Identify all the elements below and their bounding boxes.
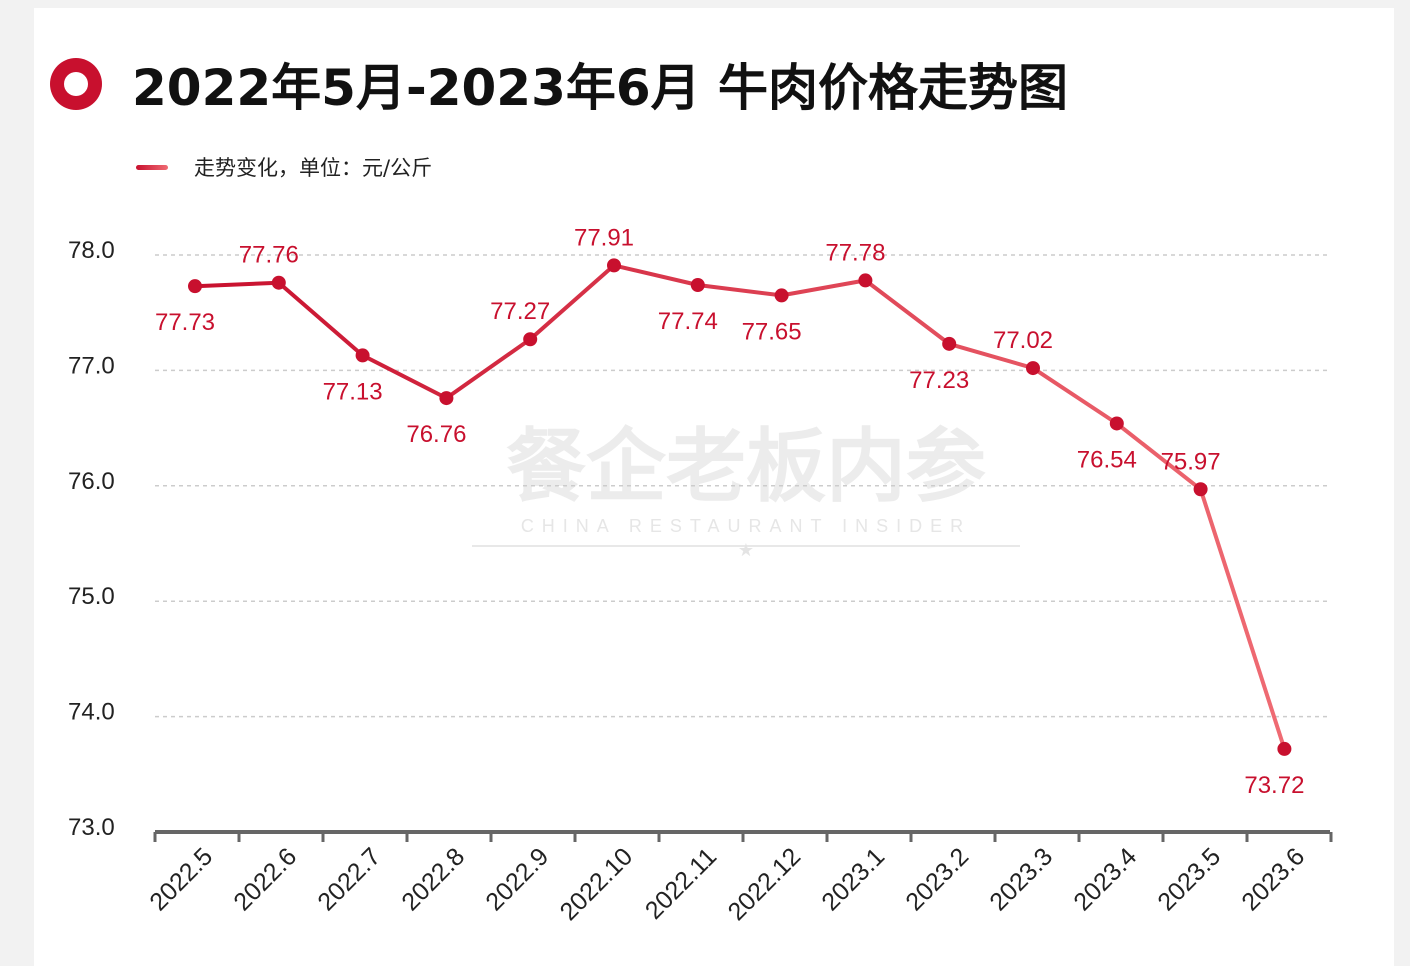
x-tick-label: 2023.1	[816, 842, 890, 916]
data-label: 77.76	[239, 242, 299, 269]
watermark-star-icon: ★	[738, 540, 754, 561]
data-label: 77.91	[574, 224, 634, 251]
data-label: 77.78	[825, 239, 885, 266]
legend-line-icon	[136, 164, 168, 170]
x-tick-label: 2022.6	[228, 842, 302, 916]
legend: 走势变化，单位：元/公斤	[136, 152, 432, 182]
x-tick-label: 2022.9	[480, 842, 554, 916]
legend-label: 走势变化，单位：元/公斤	[194, 156, 433, 180]
data-label: 76.76	[406, 421, 466, 448]
x-tick-label: 2023.6	[1236, 842, 1310, 916]
data-labels: 77.73 77.76 77.13 76.76 77.27 77.91 77.74 77.65…	[155, 224, 1304, 799]
data-label: 77.73	[155, 309, 215, 336]
x-tick-label: 2022.5	[144, 842, 218, 916]
x-tick-label: 2022.11	[640, 842, 722, 924]
data-point	[1026, 361, 1040, 376]
y-tick-label: 78.0	[68, 237, 115, 264]
data-point	[1109, 416, 1124, 431]
watermark-en: CHINA RESTAURANT INSIDER	[521, 516, 971, 536]
x-tick-label: 2023.5	[1152, 842, 1226, 916]
watermark: 餐企老板内参 CHINA RESTAURANT INSIDER ★	[472, 420, 1020, 561]
data-point	[271, 275, 286, 290]
data-point	[858, 273, 873, 288]
series	[188, 258, 1292, 756]
data-point	[607, 258, 621, 273]
y-tick-label: 73.0	[68, 814, 115, 841]
y-axis-ticks: 73.0 74.0 75.0 76.0 77.0 78.0	[68, 237, 115, 841]
x-tick-label: 2022.10	[555, 842, 639, 926]
chart-card	[34, 8, 1394, 966]
data-label: 75.97	[1161, 448, 1221, 475]
x-axis: 2022.5 2022.6 2022.7 2022.8 2022.9 2022.10 202…	[144, 830, 1333, 926]
data-point	[942, 336, 957, 351]
chart-title: 2022年5月-2023年6月 牛肉价格走势图	[132, 59, 1069, 117]
x-tick-label: 2023.2	[900, 842, 974, 916]
data-label: 77.23	[909, 367, 969, 394]
data-label: 77.02	[993, 327, 1053, 354]
data-point	[355, 348, 370, 363]
data-label: 77.65	[742, 318, 802, 345]
data-label: 76.54	[1077, 446, 1137, 473]
y-tick-label: 76.0	[68, 468, 115, 495]
y-tick-label: 74.0	[68, 699, 115, 726]
grid	[155, 254, 1328, 718]
data-point	[439, 391, 454, 406]
data-point	[690, 278, 705, 293]
data-point	[1193, 482, 1208, 497]
data-label: 77.74	[658, 308, 718, 335]
title-bullet-icon	[50, 58, 102, 110]
data-label: 77.27	[490, 298, 550, 325]
y-tick-label: 75.0	[68, 583, 115, 610]
data-point	[1277, 741, 1292, 756]
data-point	[774, 288, 789, 303]
y-tick-label: 77.0	[68, 352, 115, 379]
x-tick-label: 2022.12	[723, 842, 807, 926]
x-tick-label: 2022.7	[312, 842, 386, 916]
title-row: 2022年5月-2023年6月 牛肉价格走势图	[50, 44, 1068, 124]
series-line	[193, 263, 1287, 751]
data-point	[188, 279, 202, 294]
x-tick-label: 2023.3	[984, 842, 1058, 916]
data-label: 77.13	[323, 378, 383, 405]
x-tick-label: 2022.8	[396, 842, 470, 916]
watermark-cn: 餐企老板内参	[506, 420, 986, 513]
data-point	[523, 332, 538, 347]
data-label: 73.72	[1244, 772, 1304, 799]
x-tick-label: 2023.4	[1068, 842, 1142, 916]
